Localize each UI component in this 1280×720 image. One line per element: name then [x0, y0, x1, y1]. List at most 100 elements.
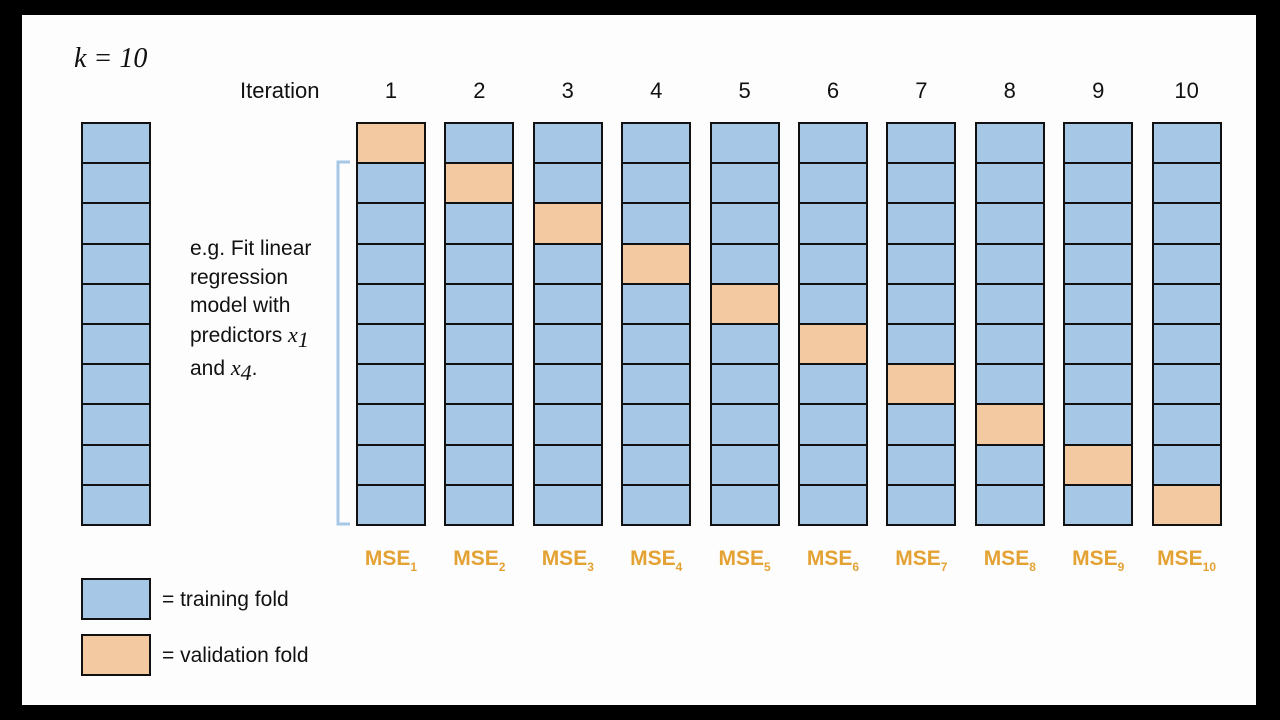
- validation-fold-cell: [621, 242, 692, 285]
- training-fold-cell: [621, 403, 692, 446]
- training-fold-cell: [81, 443, 151, 486]
- training-fold-cell: [974, 443, 1045, 486]
- mse-label: MSE10: [1157, 547, 1217, 574]
- training-fold-cell: [974, 122, 1045, 165]
- training-fold-cell: [1063, 122, 1134, 165]
- annotation-line-4: predictors x1: [190, 321, 309, 352]
- training-fold-cell: [81, 242, 151, 285]
- training-fold-cell: [356, 242, 426, 285]
- training-fold-cell: [532, 403, 603, 446]
- training-fold-cell: [709, 443, 780, 486]
- training-fold-cell: [444, 323, 515, 366]
- training-fold-cell: [444, 443, 515, 486]
- training-fold-cell: [444, 242, 515, 285]
- training-fold-cell: [974, 282, 1045, 325]
- training-fold-cell: [356, 363, 426, 406]
- training-fold-cell: [886, 323, 957, 366]
- training-fold-cell: [532, 242, 603, 285]
- training-fold-cell: [621, 363, 692, 406]
- iteration-number: 8: [1003, 78, 1016, 103]
- training-fold-cell: [81, 202, 151, 245]
- training-fold-cell: [356, 483, 426, 526]
- training-fold-cell: [886, 122, 957, 165]
- legend-validation-label: = validation fold: [162, 644, 309, 667]
- training-fold-cell: [532, 483, 603, 526]
- training-fold-cell: [621, 282, 692, 325]
- training-fold-cell: [798, 282, 868, 325]
- training-fold-cell: [356, 162, 426, 205]
- annotation-line-1: e.g. Fit linear: [190, 237, 312, 260]
- training-fold-cell: [1063, 242, 1134, 285]
- training-fold-cell: [1151, 443, 1222, 486]
- mse-label: MSE9: [1072, 547, 1125, 574]
- training-fold-cell: [444, 403, 515, 446]
- training-fold-cell: [1063, 162, 1134, 205]
- training-fold-cell: [1151, 242, 1222, 285]
- annotation-line-2: regression: [190, 265, 289, 289]
- mse-label: MSE4: [630, 547, 683, 574]
- training-fold-cell: [1063, 363, 1134, 406]
- training-fold-cell: [532, 363, 603, 406]
- training-fold-cell: [709, 162, 780, 205]
- training-fold-cell: [1151, 122, 1222, 165]
- training-fold-cell: [81, 363, 151, 406]
- iteration-number: 1: [384, 78, 398, 103]
- training-fold-cell: [974, 363, 1045, 406]
- training-fold-cell: [621, 162, 692, 205]
- training-fold-cell: [1151, 202, 1222, 245]
- training-fold-cell: [798, 483, 868, 526]
- training-fold-cell: [709, 202, 780, 245]
- training-fold-cell: [532, 122, 603, 165]
- validation-fold-cell: [444, 162, 515, 205]
- validation-fold-cell: [356, 122, 426, 165]
- training-fold-cell: [1063, 403, 1134, 446]
- training-fold-cell: [974, 483, 1045, 526]
- iteration-number: 4: [650, 78, 663, 103]
- training-fold-cell: [356, 403, 426, 446]
- training-fold-cell: [798, 202, 868, 245]
- training-fold-cell: [532, 162, 603, 205]
- training-fold-cell: [356, 282, 426, 325]
- annotation-line-3: model with: [190, 294, 291, 317]
- mse-label: MSE5: [718, 547, 771, 574]
- training-fold-cell: [709, 122, 780, 165]
- training-fold-cell: [444, 202, 515, 245]
- training-fold-cell: [709, 242, 780, 285]
- iteration-label: Iteration: [240, 78, 320, 103]
- training-fold-cell: [444, 363, 515, 406]
- training-fold-cell: [886, 443, 957, 486]
- training-fold-cell: [974, 162, 1045, 205]
- iteration-number: 3: [561, 78, 574, 103]
- training-fold-cell: [444, 282, 515, 325]
- training-fold-cell: [798, 363, 868, 406]
- training-fold-cell: [709, 483, 780, 526]
- training-fold-cell: [798, 122, 868, 165]
- training-fold-cell: [1151, 282, 1222, 325]
- training-fold-cell: [621, 323, 692, 366]
- validation-fold-cell: [886, 363, 957, 406]
- mse-label: MSE7: [895, 547, 948, 574]
- training-fold-cell: [709, 363, 780, 406]
- training-fold-cell: [1151, 403, 1222, 446]
- training-fold-cell: [621, 122, 692, 165]
- validation-fold-cell: [532, 202, 603, 245]
- training-fold-cell: [81, 483, 151, 526]
- training-fold-cell: [974, 323, 1045, 366]
- training-fold-cell: [532, 443, 603, 486]
- training-fold-cell: [621, 483, 692, 526]
- training-fold-cell: [798, 403, 868, 446]
- training-fold-cell: [709, 403, 780, 446]
- training-fold-cell: [709, 323, 780, 366]
- iteration-number: 2: [473, 78, 486, 103]
- training-fold-cell: [886, 403, 957, 446]
- k-label: k = 10: [74, 43, 148, 74]
- iteration-number: 6: [826, 78, 840, 103]
- training-fold-cell: [886, 242, 957, 285]
- training-fold-cell: [356, 202, 426, 245]
- mse-label: MSE8: [983, 547, 1036, 574]
- training-fold-cell: [886, 282, 957, 325]
- iteration-number: 10: [1174, 78, 1199, 103]
- training-fold-cell: [798, 242, 868, 285]
- validation-fold-cell: [798, 323, 868, 366]
- slide-canvas: k = 10 Iteration 1 2 3 4 5 6 7 8 9 10 MSE1 MSE2 MSE…: [22, 15, 1256, 705]
